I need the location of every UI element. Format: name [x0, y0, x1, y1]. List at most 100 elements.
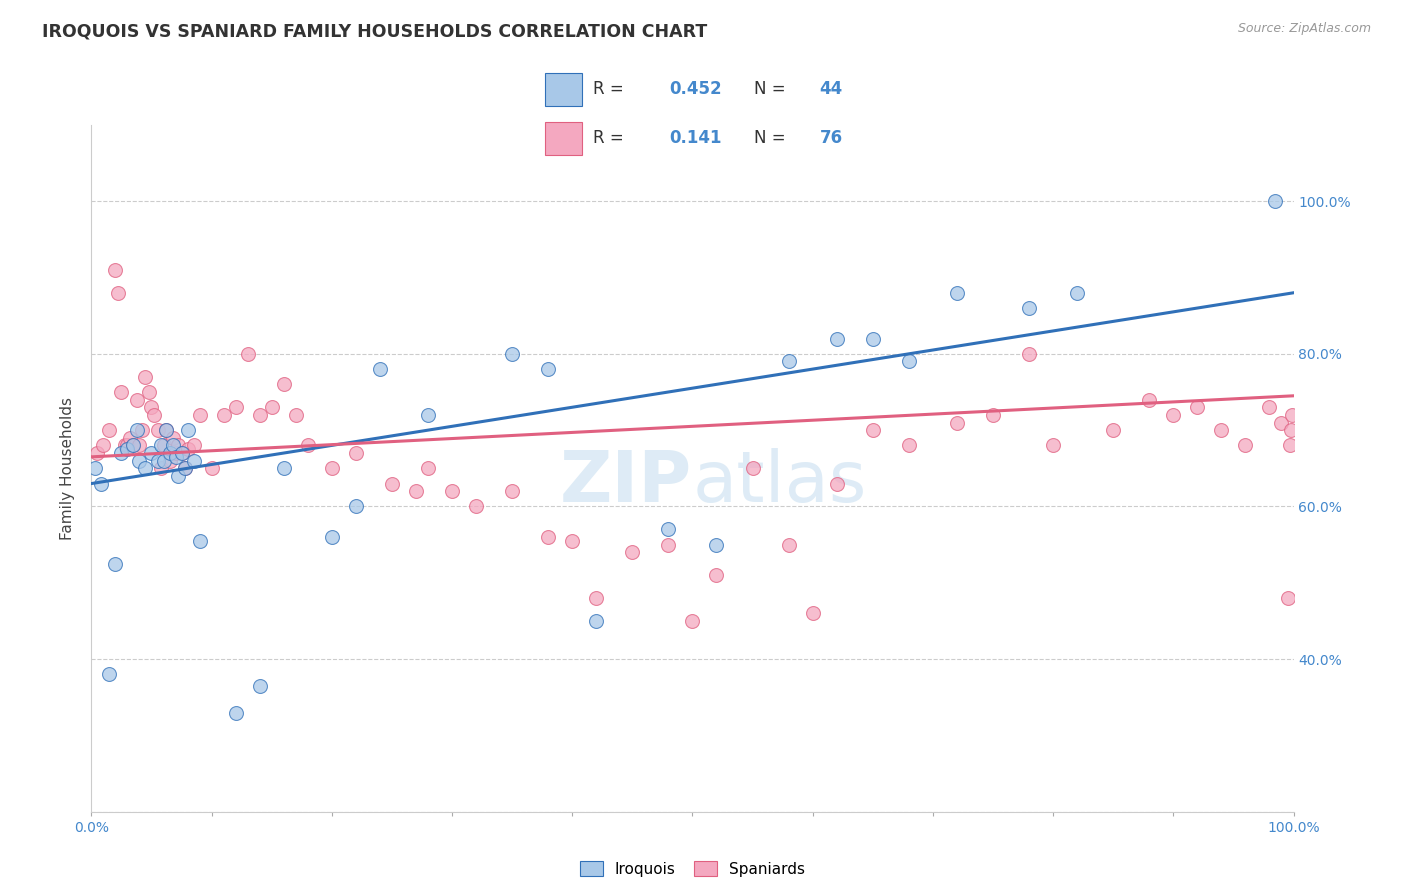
- Point: [825, 476, 848, 491]
- Point: [174, 461, 197, 475]
- Point: [110, 446, 132, 460]
- Point: [122, 438, 145, 452]
- Point: [405, 484, 427, 499]
- Point: [273, 377, 295, 392]
- Point: [862, 332, 884, 346]
- Point: [1264, 194, 1286, 209]
- Point: [84, 461, 107, 475]
- Point: [150, 461, 173, 475]
- Point: [946, 416, 969, 430]
- Text: ZIP: ZIP: [560, 448, 692, 516]
- Point: [107, 285, 129, 300]
- Text: N =: N =: [754, 80, 785, 98]
- Point: [122, 438, 145, 452]
- Point: [176, 442, 198, 457]
- Point: [1102, 423, 1125, 437]
- Point: [657, 538, 679, 552]
- Point: [225, 706, 247, 720]
- Point: [440, 484, 463, 499]
- Point: [141, 446, 163, 460]
- Point: [778, 354, 800, 368]
- Point: [897, 438, 920, 452]
- Point: [118, 431, 141, 445]
- Point: [225, 401, 247, 415]
- Point: [260, 401, 283, 415]
- Point: [125, 423, 148, 437]
- Point: [465, 500, 488, 514]
- Point: [114, 438, 136, 452]
- Point: [146, 453, 169, 467]
- Point: [1270, 416, 1292, 430]
- Point: [501, 347, 523, 361]
- Point: [150, 438, 173, 452]
- Point: [416, 461, 439, 475]
- Point: [681, 614, 703, 628]
- Point: [125, 392, 148, 407]
- Point: [368, 362, 391, 376]
- Point: [152, 438, 174, 452]
- Point: [862, 423, 884, 437]
- Point: [1234, 438, 1257, 452]
- Point: [134, 369, 156, 384]
- Point: [1187, 401, 1209, 415]
- Point: [90, 476, 112, 491]
- Point: [104, 263, 127, 277]
- Point: [146, 423, 169, 437]
- Point: [1211, 423, 1233, 437]
- Point: [1042, 438, 1064, 452]
- Point: [501, 484, 523, 499]
- Point: [1137, 392, 1160, 407]
- Point: [284, 408, 307, 422]
- Point: [1277, 591, 1299, 605]
- Text: atlas: atlas: [692, 448, 868, 516]
- Point: [104, 557, 127, 571]
- Point: [1161, 408, 1184, 422]
- Legend: Iroquois, Spaniards: Iroquois, Spaniards: [574, 855, 811, 883]
- Text: 0.141: 0.141: [669, 129, 723, 147]
- Text: N =: N =: [754, 129, 785, 147]
- Point: [321, 530, 343, 544]
- Point: [86, 446, 108, 460]
- Text: R =: R =: [593, 80, 623, 98]
- Point: [585, 591, 607, 605]
- Point: [98, 667, 121, 681]
- Point: [585, 614, 607, 628]
- Point: [706, 538, 728, 552]
- Point: [537, 362, 560, 376]
- Point: [170, 446, 193, 460]
- Y-axis label: Family Households: Family Households: [60, 397, 76, 540]
- Point: [128, 453, 150, 467]
- Point: [344, 446, 367, 460]
- Bar: [546, 122, 582, 155]
- Point: [416, 408, 439, 422]
- Point: [249, 408, 271, 422]
- Point: [155, 423, 177, 437]
- Point: [165, 446, 187, 460]
- Point: [93, 438, 115, 452]
- Point: [981, 408, 1004, 422]
- Point: [321, 461, 343, 475]
- Point: [537, 530, 560, 544]
- Point: [98, 423, 121, 437]
- Point: [801, 607, 824, 621]
- Text: 0.452: 0.452: [669, 80, 723, 98]
- Point: [212, 408, 235, 422]
- Point: [141, 401, 163, 415]
- Point: [1066, 285, 1088, 300]
- Point: [1258, 401, 1281, 415]
- Text: R =: R =: [593, 129, 623, 147]
- Point: [165, 450, 187, 464]
- Point: [249, 679, 271, 693]
- Point: [159, 446, 181, 460]
- Point: [131, 423, 153, 437]
- Point: [167, 469, 190, 483]
- Text: 44: 44: [820, 80, 842, 98]
- Point: [162, 431, 184, 445]
- Point: [200, 461, 222, 475]
- Text: 76: 76: [820, 129, 842, 147]
- Point: [128, 438, 150, 452]
- Point: [1018, 301, 1040, 315]
- Point: [621, 545, 644, 559]
- Point: [1279, 423, 1302, 437]
- Point: [174, 461, 197, 475]
